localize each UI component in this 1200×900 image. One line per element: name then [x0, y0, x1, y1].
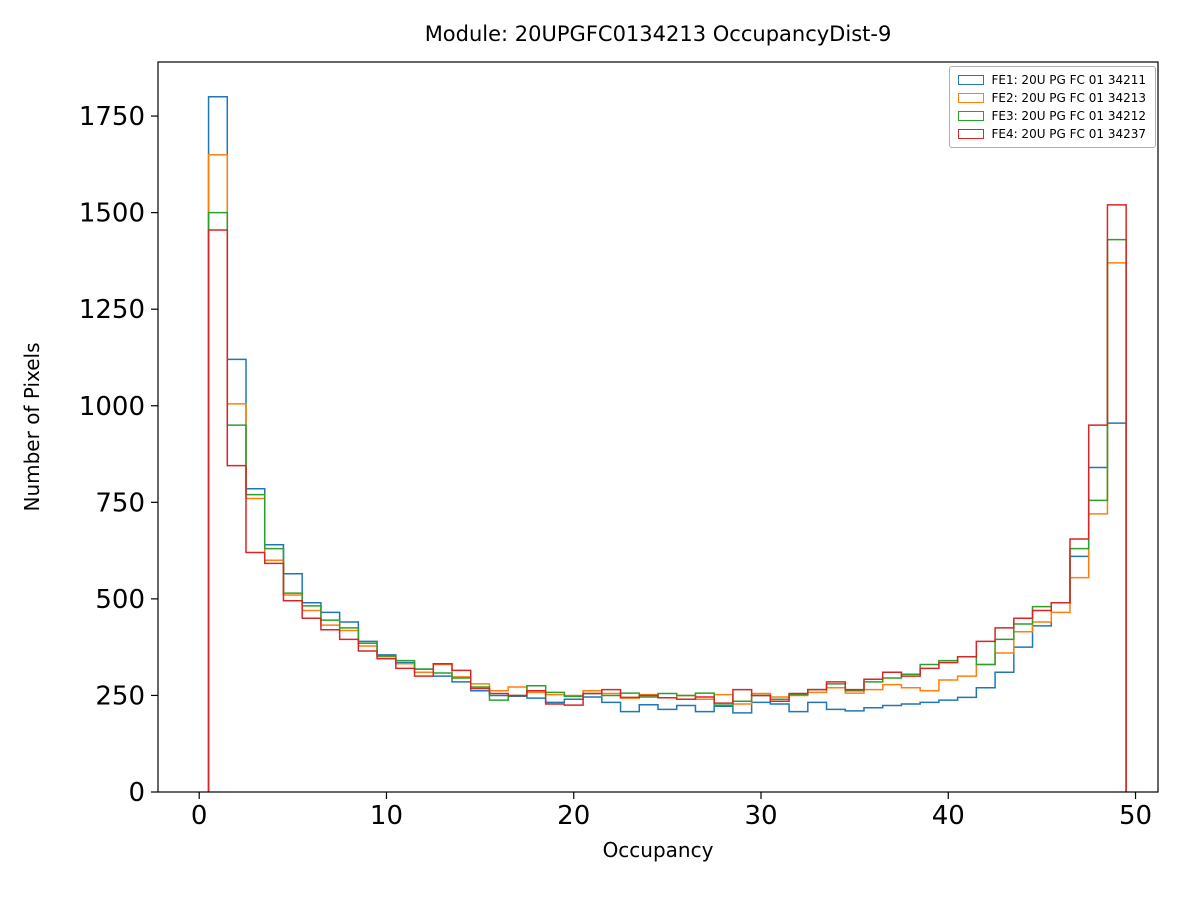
legend-entry: FE3: 20U PG FC 01 34212: [958, 109, 1146, 123]
y-tick-label: 1750: [79, 102, 145, 132]
legend-entry: FE1: 20U PG FC 01 34211: [958, 73, 1146, 87]
legend-label: FE2: 20U PG FC 01 34213: [991, 91, 1146, 105]
series-path-3: [207, 211, 1127, 792]
legend-swatch: [958, 111, 985, 121]
series-path-4: [207, 204, 1127, 792]
legend-label: FE1: 20U PG FC 01 34211: [991, 73, 1146, 87]
series-path-2: [207, 153, 1127, 792]
legend-swatch: [958, 129, 985, 139]
chart-title: Module: 20UPGFC0134213 OccupancyDist-9: [424, 22, 892, 46]
y-tick-label: 750: [95, 488, 145, 518]
legend-label: FE4: 20U PG FC 01 34237: [991, 127, 1146, 141]
x-tick-label: 50: [1119, 801, 1152, 831]
legend-swatch: [958, 75, 985, 85]
axes-frame: [157, 61, 1159, 793]
x-tick-label: 10: [370, 801, 403, 831]
y-axis-label: Number of Pixels: [20, 342, 44, 512]
y-tick-label: 0: [128, 778, 145, 808]
legend-entry: FE4: 20U PG FC 01 34237: [958, 127, 1146, 141]
legend-label: FE3: 20U PG FC 01 34212: [991, 109, 1146, 123]
x-tick-label: 20: [557, 801, 590, 831]
y-tick-label: 250: [95, 681, 145, 711]
x-axis-label: Occupancy: [602, 838, 714, 862]
legend: FE1: 20U PG FC 01 34211 FE2: 20U PG FC 01…: [949, 66, 1156, 148]
y-tick-label: 1500: [79, 199, 145, 229]
x-tick-label: 0: [191, 801, 208, 831]
x-tick-label: 30: [744, 801, 777, 831]
x-tick-label: 40: [932, 801, 965, 831]
legend-entry: FE2: 20U PG FC 01 34213: [958, 91, 1146, 105]
series-path-1: [207, 96, 1127, 792]
y-tick-label: 1000: [79, 392, 145, 422]
y-tick-label: 500: [95, 585, 145, 615]
y-tick-label: 1250: [79, 295, 145, 325]
legend-swatch: [958, 93, 985, 103]
